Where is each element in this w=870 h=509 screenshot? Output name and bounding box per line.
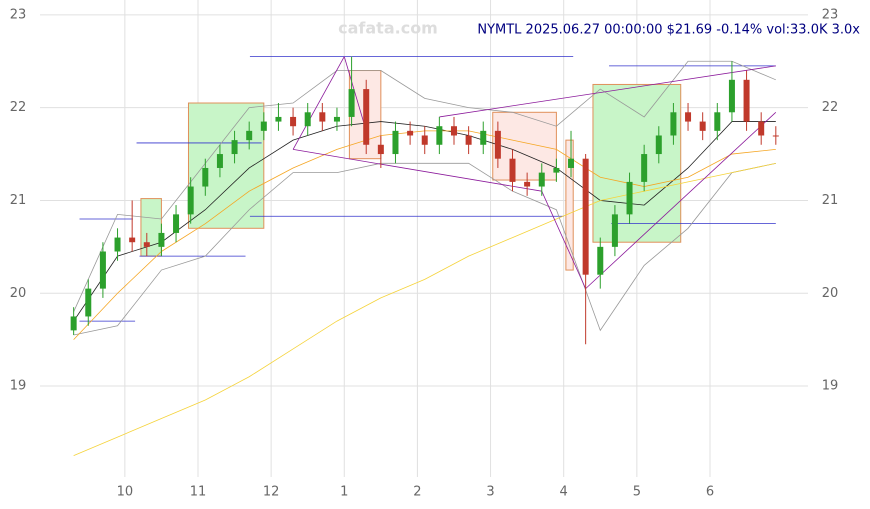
candle-body	[99, 251, 106, 289]
candle-body	[582, 158, 589, 275]
candle-body	[641, 154, 648, 182]
candle-body	[743, 79, 750, 122]
candle-body	[333, 116, 340, 122]
candle-body	[758, 121, 765, 136]
y-tick-label: 23	[10, 7, 27, 22]
trend-line	[439, 65, 776, 118]
candle-body	[421, 135, 428, 145]
candle-body	[216, 154, 223, 168]
zone	[565, 139, 574, 271]
candle-body	[407, 130, 414, 136]
candle-body	[275, 116, 282, 122]
x-tick-label: 3	[486, 485, 494, 500]
candle-body	[70, 316, 77, 331]
candle-body	[611, 214, 618, 247]
candle-body	[524, 181, 531, 187]
watermark: cafata.com	[338, 19, 438, 38]
trend-line	[293, 149, 542, 192]
candle-body	[685, 112, 692, 122]
candle-body	[202, 167, 209, 187]
candle-body	[699, 121, 706, 131]
y-tick-label: 21	[10, 193, 27, 208]
y-tick-label: 23	[822, 7, 839, 22]
candle-body	[363, 89, 370, 145]
candle-body	[568, 158, 575, 168]
candle-body	[509, 158, 516, 182]
candle-body	[392, 130, 399, 155]
y-tick-label: 20	[10, 286, 27, 301]
candle-body	[772, 135, 779, 137]
y-tick-label: 22	[822, 100, 839, 115]
candle-body	[187, 186, 194, 215]
candle-body	[143, 242, 150, 247]
candle-body	[260, 121, 267, 131]
y-tick-label: 19	[10, 379, 27, 394]
indicator-line	[73, 162, 776, 336]
candle-body	[231, 140, 238, 155]
candle-body	[290, 116, 297, 127]
candle-body	[173, 214, 180, 233]
trend-line	[343, 56, 367, 131]
trend-line	[585, 111, 777, 289]
candle-body	[465, 135, 472, 145]
x-tick-label: 1	[340, 485, 348, 500]
zone	[592, 83, 682, 243]
candle-body	[348, 89, 355, 117]
candle-body	[85, 288, 92, 317]
candle-body	[553, 167, 560, 173]
candle-body	[714, 112, 721, 131]
candle-body	[158, 232, 165, 247]
candle-body	[480, 130, 487, 145]
candle-body	[377, 144, 384, 155]
candle-body	[246, 130, 253, 141]
candle-body	[436, 126, 443, 145]
candle-body	[304, 112, 311, 127]
x-tick-label: 5	[633, 485, 641, 500]
candle-body	[494, 130, 501, 159]
candle-body	[670, 112, 677, 136]
zone	[187, 102, 265, 229]
x-tick-label: 12	[263, 485, 280, 500]
x-tick-label: 10	[117, 485, 134, 500]
candle-body	[450, 126, 457, 136]
indicator-line	[73, 162, 776, 457]
candle-body	[597, 246, 604, 275]
candle-body	[129, 237, 136, 243]
candle-body	[626, 181, 633, 215]
x-tick-label: 2	[413, 485, 421, 500]
chart-title: NYMTL 2025.06.27 00:00:00 $21.69 -0.14% …	[477, 23, 860, 38]
trend-line	[292, 56, 345, 150]
x-tick-label: 4	[560, 485, 568, 500]
y-tick-label: 20	[822, 286, 839, 301]
x-tick-label: 11	[190, 485, 207, 500]
candle-body	[319, 112, 326, 122]
y-tick-label: 19	[822, 379, 839, 394]
candle-body	[114, 237, 121, 252]
candle-body	[728, 79, 735, 113]
y-tick-label: 22	[10, 100, 27, 115]
x-tick-label: 6	[706, 485, 714, 500]
candle-body	[538, 172, 545, 187]
y-tick-label: 21	[822, 193, 839, 208]
trend-line	[541, 191, 587, 289]
candle-body	[655, 135, 662, 155]
